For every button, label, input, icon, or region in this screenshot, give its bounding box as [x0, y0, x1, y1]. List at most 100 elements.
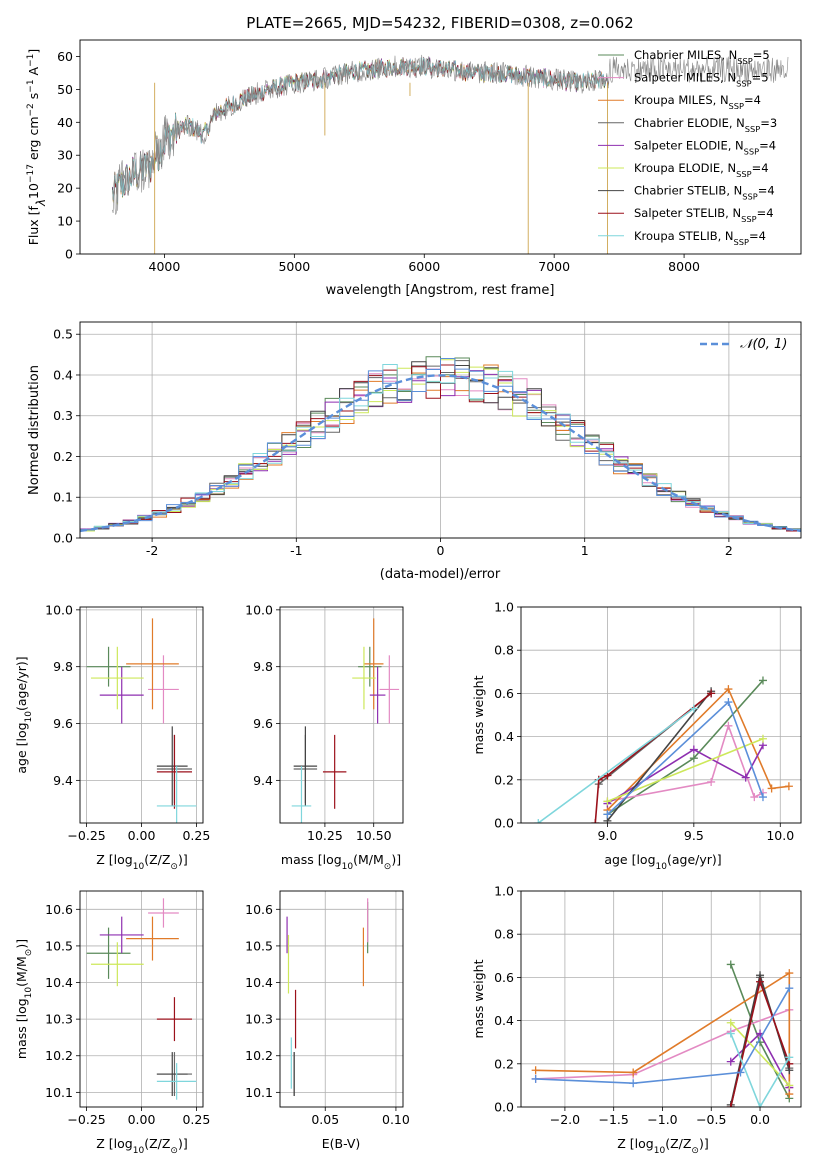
y-tick-label: 0 — [65, 247, 73, 262]
x-tick-label: 4000 — [149, 259, 181, 274]
weight-marker — [741, 773, 750, 782]
chart-title: PLATE=2665, MJD=54232, FIBERID=0308, z=0… — [246, 14, 633, 32]
y-tick-label: 0.8 — [494, 927, 514, 942]
weight-marker — [785, 1081, 794, 1090]
y-tick-label: 10.4 — [45, 975, 73, 990]
y-tick-label: 1.0 — [494, 600, 514, 615]
legend-label-part: =5 — [752, 71, 769, 85]
weight-marker — [603, 797, 612, 806]
weight-line — [730, 1033, 790, 1107]
weight-marker — [707, 777, 716, 786]
y-tick-label: 10.0 — [45, 602, 73, 617]
mass-vs-Z-axes: −0.25 0.00 0.25 10.1 10.2 10.3 10.4 10.5 10.6 — [45, 891, 210, 1127]
age-vs-Z-axes: −0.25 0.00 0.25 9.4 9.6 9.8 10.0 — [45, 602, 210, 843]
y-tick-label: 30 — [57, 148, 73, 163]
age-vs-Z-plot — [86, 618, 197, 823]
x-axis-label-part: ⊙ — [384, 862, 392, 872]
y-axis-label-part: age [log — [14, 722, 29, 773]
x-tick-label: 10.25 — [307, 828, 343, 843]
y-axis-label-part: ] — [26, 49, 41, 54]
x-axis-label-part: Z [log — [96, 1136, 132, 1151]
weight-marker — [756, 1103, 765, 1107]
weight-marker — [629, 1079, 638, 1088]
y-tick-label: 10.0 — [245, 602, 273, 617]
x-axis-label-part: 10 — [133, 862, 145, 872]
x-tick-label: 10.0 — [766, 828, 794, 843]
legend-label: Kroupa STELIB, NSSP=4 — [634, 229, 766, 247]
y-tick-label: 0.0 — [494, 816, 514, 831]
x-axis-label-part: )] — [391, 852, 401, 867]
legend-label: Chabrier MILES, NSSP=5 — [634, 48, 770, 66]
weight-marker — [785, 969, 794, 978]
y-tick-label: 10.2 — [45, 1048, 73, 1063]
legend-label-part: Kroupa MILES, N — [634, 93, 729, 107]
age-vs-Z-frame — [79, 606, 204, 824]
legend-label-part: =4 — [752, 161, 769, 175]
y-tick-label: 0.2 — [494, 772, 514, 787]
y-tick-label: 0.4 — [53, 367, 73, 382]
y-tick-label: 9.8 — [53, 659, 73, 674]
y-tick-label: 10.3 — [45, 1012, 73, 1027]
y-axis-label: age [log10(age/yr)] — [14, 656, 34, 773]
weight-marker — [758, 793, 767, 802]
y-tick-label: 10.5 — [45, 938, 73, 953]
y-tick-label: 0.0 — [494, 1100, 514, 1115]
y-axis-label-part: −17 — [26, 164, 36, 183]
x-tick-label: −0.5 — [696, 1112, 726, 1127]
weight-vs-age-plot — [534, 676, 793, 823]
weight-marker — [784, 782, 793, 791]
age-vs-mass-plot — [291, 618, 400, 823]
x-tick-label: 0.25 — [182, 828, 210, 843]
weight-marker — [724, 721, 733, 730]
y-tick-label: 0.2 — [53, 449, 73, 464]
weight-vs-age-frame — [520, 606, 802, 824]
y-axis-label-part: mass [log — [14, 998, 29, 1059]
y-axis-label: Normed distribution — [27, 365, 42, 495]
x-tick-label: 0.00 — [128, 1112, 156, 1127]
spectrum-axes: 4000 5000 6000 7000 8000 0 10 20 30 40 50 60 — [57, 49, 700, 274]
legend-label-part: Kroupa STELIB, N — [634, 229, 734, 243]
legend-label-part: =4 — [759, 138, 776, 152]
x-axis-label-part: 10 — [133, 1146, 145, 1156]
mass-vs-ebv-frame — [279, 890, 404, 1108]
weight-marker — [724, 685, 733, 694]
normal-curve — [80, 374, 801, 533]
y-axis-label-part: s — [26, 93, 41, 104]
weight-marker — [726, 1057, 735, 1066]
x-tick-label: −2.0 — [550, 1112, 580, 1127]
mass-vs-Z-plot — [86, 898, 197, 1100]
x-axis-label-part: (Z/Z — [144, 1136, 170, 1151]
y-tick-label: 0.3 — [53, 408, 73, 423]
x-tick-label: −1.5 — [599, 1112, 629, 1127]
x-tick-label: -2 — [146, 543, 158, 558]
weight-marker — [603, 810, 612, 819]
x-axis-label-part: )] — [178, 852, 188, 867]
x-axis-label-part: (M/M — [353, 852, 384, 867]
spectrum-frame — [79, 39, 802, 255]
y-tick-label: 10.5 — [245, 938, 273, 953]
legend-label-part: =5 — [753, 48, 770, 62]
x-tick-label: 5000 — [278, 259, 310, 274]
legend-label-part: SSP — [741, 214, 756, 224]
weight-vs-Z-plot — [531, 960, 794, 1107]
weight-marker — [531, 1066, 540, 1075]
y-axis-label: mass weight — [471, 675, 486, 754]
spectrum-plot — [112, 54, 789, 254]
mass-vs-ebv-axes: 0.05 0.10 10.1 10.2 10.3 10.4 10.5 10.6 — [245, 891, 410, 1127]
x-axis-label-part: ⊙ — [170, 862, 178, 872]
y-axis-label: Flux [fλ10−17 erg cm−2 s−1 A−1] — [26, 49, 48, 246]
legend-label-part: SSP — [737, 56, 752, 66]
x-axis-label-part: 10 — [656, 862, 668, 872]
weight-marker — [534, 819, 543, 823]
x-tick-label: 7000 — [538, 259, 570, 274]
y-tick-label: 0.8 — [494, 643, 514, 658]
legend-label-part: =4 — [758, 184, 775, 198]
weight-marker — [689, 745, 698, 754]
y-tick-label: 10 — [57, 214, 73, 229]
y-axis-label-part: −1 — [26, 54, 36, 67]
legend-label-part: Chabrier MILES, N — [634, 48, 737, 62]
y-axis-label-part: ⊙ — [24, 949, 34, 957]
y-tick-label: 40 — [57, 115, 73, 130]
legend-label-part: Salpeter STELIB, N — [634, 206, 741, 220]
